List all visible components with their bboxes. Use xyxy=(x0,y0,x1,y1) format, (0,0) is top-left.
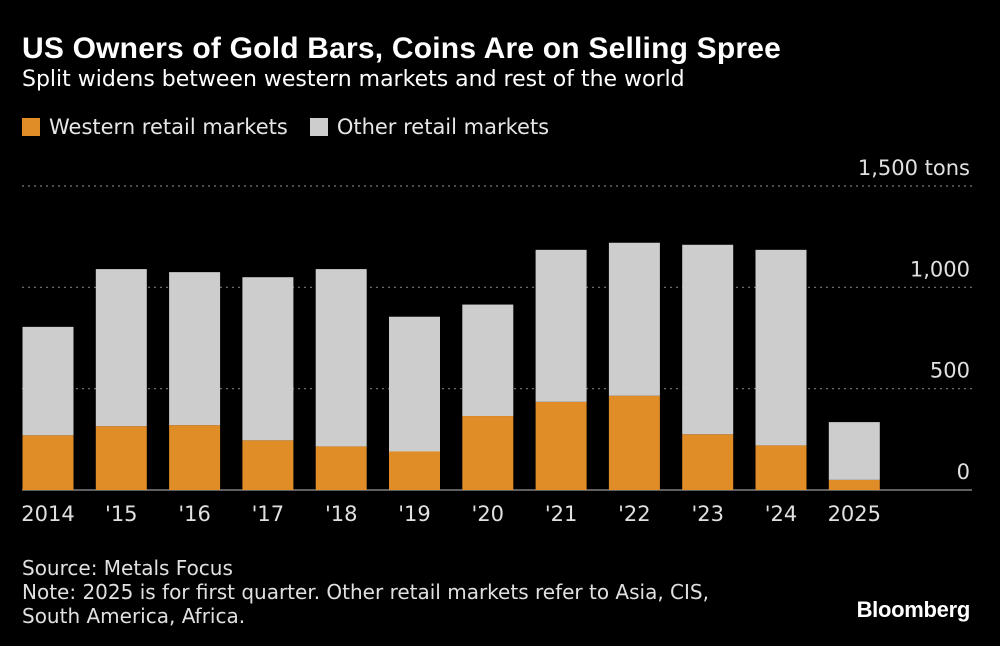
source-text: Source: Metals Focus xyxy=(22,556,233,580)
bar-western-9 xyxy=(682,434,734,490)
legend-swatch-western xyxy=(22,118,40,136)
bar-western-2 xyxy=(169,425,221,490)
bar-other-10 xyxy=(755,249,807,446)
legend-label-western: Western retail markets xyxy=(49,115,288,139)
note-text-line-1: Note: 2025 is for first quarter. Other r… xyxy=(22,580,709,604)
x-tick-label-3: '17 xyxy=(252,502,285,526)
bar-other-0 xyxy=(22,326,74,436)
x-tick-label-1: '15 xyxy=(105,502,138,526)
y-tick-label-3: 1,500 tons xyxy=(858,156,970,180)
x-tick-label-8: '22 xyxy=(618,502,651,526)
bar-other-4 xyxy=(315,269,367,447)
bloomberg-logo: Bloomberg xyxy=(856,597,971,622)
x-tick-label-11: 2025 xyxy=(828,502,881,526)
x-tick-label-9: '23 xyxy=(691,502,724,526)
legend-item-other: Other retail markets xyxy=(309,115,550,139)
legend-swatch-other xyxy=(309,118,328,136)
y-tick-label-1: 500 xyxy=(930,359,970,383)
x-tick-label-2: '16 xyxy=(178,502,211,526)
x-tick-label-5: '19 xyxy=(398,502,431,526)
bar-western-1 xyxy=(95,426,147,490)
bar-other-6 xyxy=(462,304,514,417)
x-tick-label-10: '24 xyxy=(765,502,798,526)
x-tick-label-4: '18 xyxy=(325,502,358,526)
bar-other-11 xyxy=(828,422,880,480)
bar-western-6 xyxy=(462,416,514,490)
bar-western-5 xyxy=(389,451,440,490)
bar-western-11 xyxy=(828,479,880,490)
bar-western-0 xyxy=(22,435,74,490)
bar-other-9 xyxy=(682,244,734,435)
bar-other-1 xyxy=(95,269,147,427)
bar-western-4 xyxy=(315,446,367,490)
note-text-line-2: South America, Africa. xyxy=(22,604,246,628)
chart-title: US Owners of Gold Bars, Coins Are on Sel… xyxy=(22,32,782,65)
y-tick-label-0: 0 xyxy=(957,460,970,484)
x-tick-label-6: '20 xyxy=(472,502,505,526)
bar-other-5 xyxy=(389,316,440,452)
bar-other-2 xyxy=(169,272,221,426)
bar-western-10 xyxy=(755,445,807,490)
x-tick-label-0: 2014 xyxy=(21,502,74,526)
legend-label-other: Other retail markets xyxy=(336,115,550,139)
x-tick-label-7: '21 xyxy=(545,502,578,526)
bar-western-3 xyxy=(242,440,294,490)
bar-other-3 xyxy=(242,277,294,441)
legend-item-western: Western retail markets xyxy=(22,115,288,139)
bar-western-7 xyxy=(535,401,587,490)
legend: Western retail markets Other retail mark… xyxy=(22,115,571,139)
chart-subtitle: Split widens between western markets and… xyxy=(22,67,685,92)
bar-other-8 xyxy=(608,242,660,396)
bar-western-8 xyxy=(608,395,660,490)
footer: Source: Metals Focus Note: 2025 is for f… xyxy=(22,556,709,628)
y-tick-label-2: 1,000 xyxy=(910,257,970,281)
bar-other-7 xyxy=(535,249,587,402)
